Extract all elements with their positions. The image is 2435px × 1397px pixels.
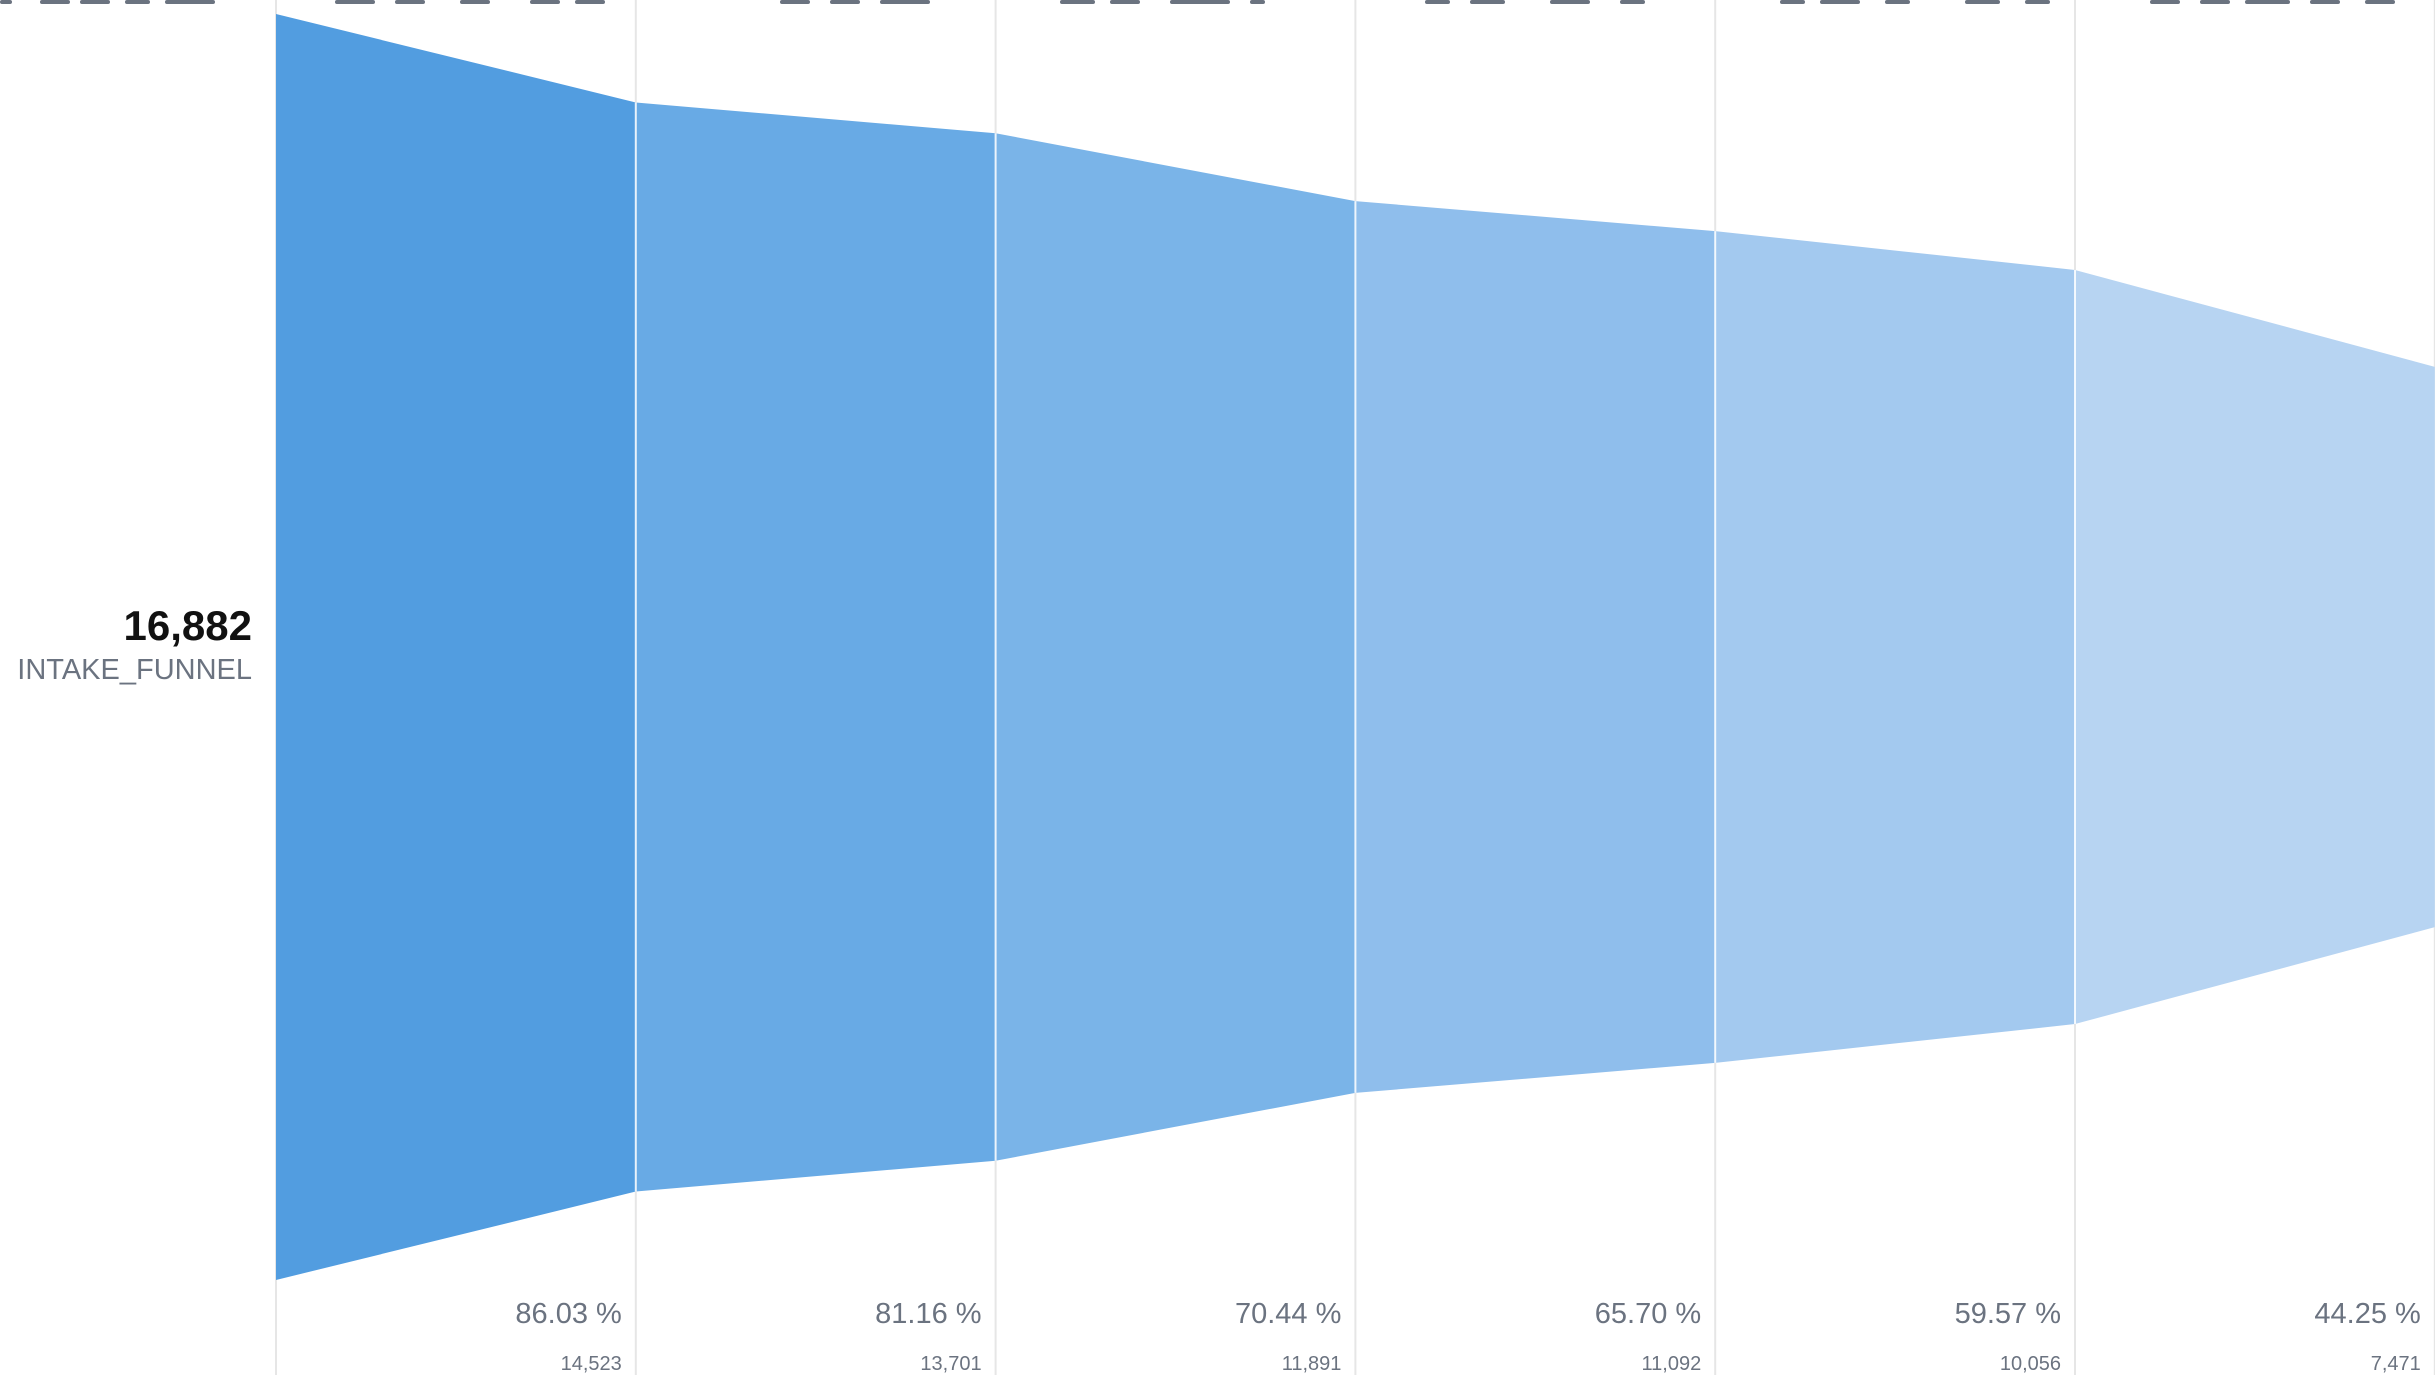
cropped-title-fragment — [2200, 0, 2230, 4]
cropped-title-fragment — [460, 0, 490, 4]
cropped-title-fragment — [40, 0, 70, 4]
step-3-percent-label: 70.44 % — [1235, 1298, 1341, 1330]
cropped-title-fragment — [395, 0, 425, 4]
step-6-percent-label: 44.25 % — [2314, 1298, 2420, 1330]
step-2-percent-label: 81.16 % — [875, 1298, 981, 1330]
funnel-step-2 — [635, 102, 996, 1192]
cropped-title-fragment — [1620, 0, 1645, 4]
step-5-count-label: 10,056 — [2000, 1353, 2061, 1375]
cropped-title-fragment — [830, 0, 860, 4]
funnel-step-4 — [1355, 201, 1716, 1093]
cropped-title-fragment — [1820, 0, 1860, 4]
cropped-title-fragment — [1110, 0, 1140, 4]
cropped-title-fragment — [1060, 0, 1095, 4]
cropped-title-fragment — [1470, 0, 1505, 4]
step-4-count-label: 11,092 — [1642, 1353, 1702, 1375]
step-1-percent-label: 86.03 % — [515, 1298, 621, 1330]
cropped-title-fragment — [2365, 0, 2395, 4]
funnel-step-5 — [1715, 231, 2075, 1063]
cropped-title-fragment — [0, 0, 12, 4]
initial-step-summary: 16,882 INTAKE_FUNNEL — [17, 600, 252, 688]
cropped-title-fragment — [1170, 0, 1230, 4]
cropped-title-fragment — [335, 0, 375, 4]
step-4-percent-label: 65.70 % — [1595, 1298, 1701, 1330]
cropped-title-fragment — [530, 0, 560, 4]
step-3-count-label: 11,891 — [1282, 1353, 1342, 1375]
funnel-step-3 — [995, 133, 1356, 1161]
initial-count: 16,882 — [123, 602, 252, 649]
cropped-title-fragment — [1780, 0, 1805, 4]
cropped-title-fragment — [165, 0, 215, 4]
cropped-title-fragment — [2310, 0, 2340, 4]
step-1-count-label: 14,523 — [561, 1353, 622, 1375]
cropped-title-fragment — [125, 0, 150, 4]
cropped-title-fragment — [575, 0, 605, 4]
initial-step-label: INTAKE_FUNNEL — [17, 654, 252, 686]
cropped-title-fragment — [1885, 0, 1910, 4]
cropped-title-fragment — [2150, 0, 2180, 4]
funnel-step-1 — [276, 14, 636, 1280]
cropped-title-fragment — [1425, 0, 1450, 4]
cropped-title-fragment — [2025, 0, 2050, 4]
step-6-count-label: 7,471 — [2371, 1353, 2421, 1375]
step-5-percent-label: 59.57 % — [1955, 1298, 2061, 1330]
cropped-title-fragment — [1250, 0, 1265, 4]
cropped-title-fragment — [1550, 0, 1590, 4]
cropped-title-fragment — [780, 0, 810, 4]
cropped-title-fragment — [2245, 0, 2290, 4]
cropped-title-fragment — [1965, 0, 2000, 4]
cropped-title-fragment — [80, 0, 110, 4]
step-2-count-label: 13,701 — [920, 1353, 981, 1375]
cropped-title-fragment — [880, 0, 930, 4]
funnel-step-6 — [2075, 269, 2435, 1025]
